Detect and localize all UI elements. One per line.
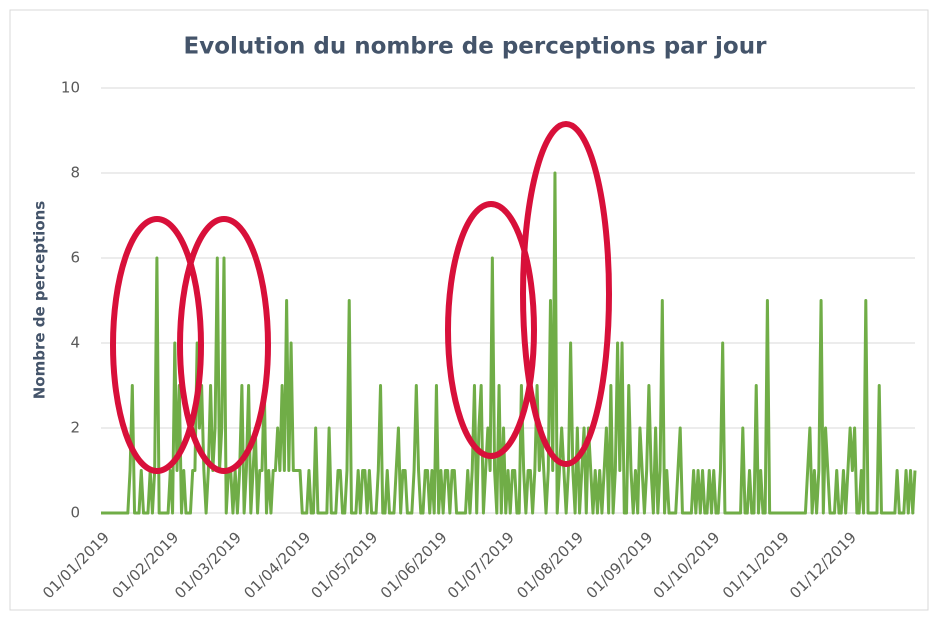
chart-title: Evolution du nombre de perceptions par j… bbox=[184, 34, 768, 60]
y-tick-label: 6 bbox=[70, 249, 80, 267]
y-tick-label: 8 bbox=[70, 164, 80, 182]
data-line bbox=[101, 171, 917, 515]
y-tick-label: 0 bbox=[70, 504, 80, 522]
y-tick-label: 10 bbox=[61, 79, 80, 97]
highlight-ellipse bbox=[110, 216, 204, 474]
y-tick-label: 2 bbox=[70, 419, 80, 437]
highlights bbox=[110, 121, 612, 474]
highlight-ellipse bbox=[177, 216, 271, 474]
y-axis-label: Nombre de perceptions bbox=[31, 201, 49, 400]
chart-frame bbox=[9, 9, 929, 611]
y-tick-label: 4 bbox=[70, 334, 80, 352]
highlight-ellipse bbox=[445, 201, 537, 459]
plot bbox=[101, 171, 917, 515]
highlight-ellipse bbox=[520, 121, 612, 467]
